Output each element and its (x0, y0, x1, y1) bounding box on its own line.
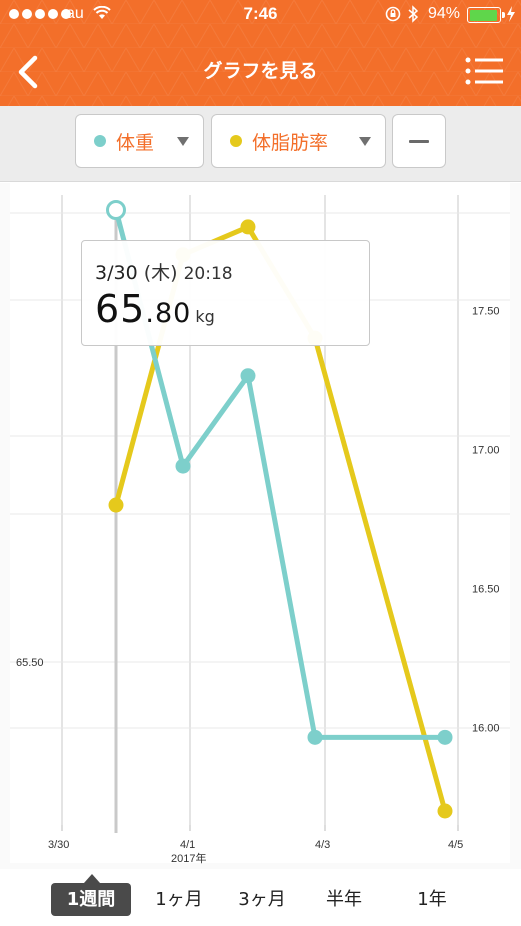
tooltip-datetime: 3/30 (木) 20:18 (95, 258, 233, 285)
minus-icon (409, 140, 429, 143)
x-axis-tick-3: 4/5 (448, 839, 463, 851)
chevron-left-icon (18, 55, 38, 89)
x-axis-tick-2: 4/3 (315, 839, 330, 851)
caret-down-icon (177, 136, 189, 146)
series2-color-dot (230, 135, 242, 147)
right-axis-tick-2: 16.50 (472, 583, 500, 595)
top-bar: au 7:46 94% グラフを見る (0, 0, 521, 106)
back-button[interactable] (12, 52, 46, 92)
series2-label: 体脂肪率 (252, 131, 329, 154)
series-point-fat-0 (108, 497, 124, 513)
series-point-weight-selected (106, 200, 126, 220)
series2-dropdown[interactable]: 体脂肪率 (211, 114, 386, 168)
tooltip-date: 3/30 (95, 262, 138, 284)
tooltip-value: 65.80 kg (95, 287, 215, 331)
series1-label: 体重 (116, 131, 155, 154)
series-point-fat-2 (240, 219, 256, 235)
status-bar: au 7:46 94% (0, 0, 521, 30)
status-time: 7:46 (243, 4, 278, 23)
wifi-icon (93, 6, 111, 19)
value-tooltip: 3/30 (木) 20:18 65.80 kg (81, 240, 370, 346)
rotation-lock-icon (385, 6, 401, 22)
tooltip-weekday: (木) (143, 262, 178, 284)
series-point-weight-2 (240, 368, 256, 384)
right-axis-tick-3: 16.00 (472, 723, 500, 735)
tab-3-months[interactable]: 3ヶ月 (238, 889, 286, 910)
caret-down-icon (359, 136, 371, 146)
signal-icon (9, 9, 71, 19)
battery-icon (467, 7, 505, 23)
right-axis-tick-1: 17.00 (472, 444, 500, 456)
tooltip-value-int: 65 (95, 287, 146, 331)
charging-icon (507, 6, 515, 22)
series-point-weight-3 (307, 729, 323, 745)
series-point-weight-1 (175, 458, 191, 474)
tab-half-year[interactable]: 半年 (326, 889, 362, 910)
period-tabs: 1週間 1ヶ月 3ヶ月 半年 1年 (0, 869, 521, 926)
left-axis-tick-0: 65.50 (16, 657, 44, 669)
bluetooth-icon (408, 5, 419, 23)
tab-1-year[interactable]: 1年 (417, 889, 447, 910)
remove-series-button[interactable] (392, 114, 446, 168)
carrier-label: au (66, 5, 84, 22)
right-axis-tick-0: 17.50 (472, 305, 500, 317)
tooltip-value-dec: .80 (145, 298, 192, 329)
active-tab-pointer (84, 874, 100, 883)
list-menu-icon (465, 57, 503, 85)
tooltip-unit: kg (195, 307, 215, 326)
battery-percent: 94% (428, 5, 461, 22)
series1-color-dot (94, 135, 106, 147)
tab-1-month[interactable]: 1ヶ月 (155, 889, 203, 910)
x-axis-tick-1: 4/1 (180, 839, 195, 851)
series-point-fat-4 (437, 803, 453, 819)
series1-dropdown[interactable]: 体重 (75, 114, 204, 168)
x-axis-tick-0: 3/30 (48, 839, 69, 851)
series-selector: 体重 体脂肪率 (0, 106, 521, 182)
header-pattern (0, 0, 521, 106)
x-axis-tick-sub-1: 2017年 (171, 851, 206, 865)
page-title: グラフを見る (203, 60, 318, 82)
tab-1-week[interactable]: 1週間 (51, 883, 131, 916)
series-point-weight-4 (437, 729, 453, 745)
menu-button[interactable] (462, 55, 506, 87)
tooltip-time: 20:18 (183, 264, 233, 284)
